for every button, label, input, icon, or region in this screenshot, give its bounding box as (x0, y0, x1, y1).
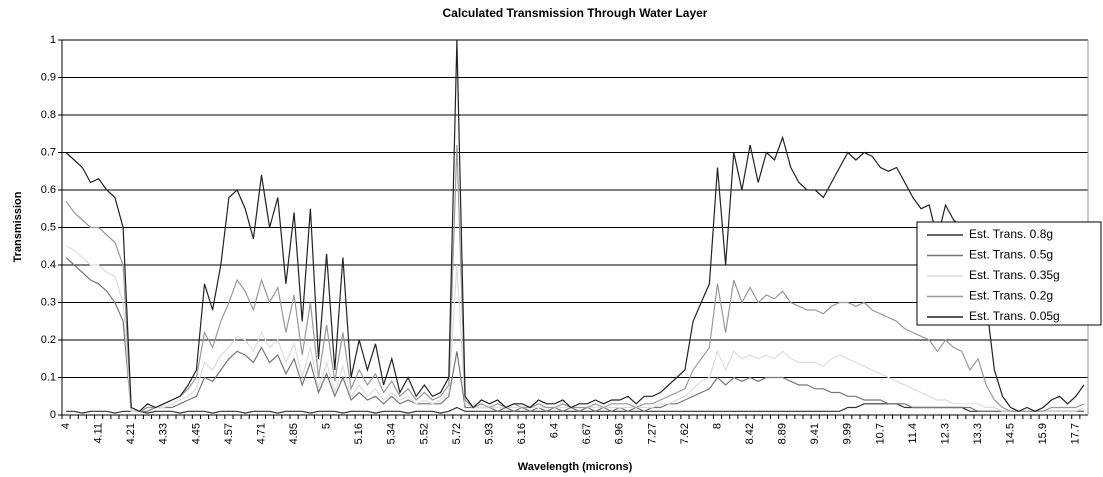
y-tick-label: 0.4 (41, 259, 56, 271)
x-tick-label: 8.89 (777, 423, 789, 444)
x-tick-label: 6.67 (581, 423, 593, 444)
y-axis-title: Transmission (12, 191, 24, 262)
x-tick-label: 9.99 (842, 423, 854, 444)
x-tick-label: 15.9 (1037, 423, 1049, 444)
legend-label: Est. Trans. 0.8g (969, 227, 1053, 241)
y-tick-label: 1 (50, 34, 56, 46)
x-tick-label: 5.72 (451, 423, 463, 444)
chart-title: Calculated Transmission Through Water La… (443, 6, 708, 20)
x-tick-label: 5.93 (483, 423, 495, 444)
x-tick-label: 13.3 (972, 423, 984, 444)
y-tick-label: 0.5 (41, 221, 56, 233)
x-tick-label: 9.41 (809, 423, 821, 444)
legend-label: Est. Trans. 0.35g (969, 268, 1060, 282)
x-tick-label: 11.4 (907, 423, 919, 444)
x-tick-label: 6.4 (549, 423, 561, 438)
x-tick-label: 17.7 (1070, 423, 1082, 444)
x-tick-label: 6.96 (614, 423, 626, 444)
legend-label: Est. Trans. 0.5g (969, 248, 1053, 262)
x-tick-label: 5.16 (353, 423, 365, 444)
x-tick-label: 8.42 (744, 423, 756, 444)
series-line (65, 144, 1085, 412)
x-tick-label: 4.45 (190, 423, 202, 444)
legend-label: Est. Trans. 0.05g (969, 309, 1060, 323)
x-tick-label: 7.27 (646, 423, 658, 444)
x-axis-title: Wavelength (microns) (518, 461, 633, 473)
y-tick-label: 0.1 (41, 371, 56, 383)
y-tick-label: 0.9 (41, 71, 56, 83)
x-tick-label: 12.3 (939, 423, 951, 444)
y-tick-label: 0.8 (41, 109, 56, 121)
series-line (65, 39, 1085, 413)
x-tick-label: 10.7 (874, 423, 886, 444)
y-tick-label: 0.3 (41, 296, 56, 308)
x-tick-label: 5 (321, 423, 333, 429)
x-tick-label: 4.71 (255, 423, 267, 444)
x-tick-label: 8 (711, 423, 723, 429)
x-tick-label: 4.57 (223, 423, 235, 444)
x-tick-label: 14.5 (1005, 423, 1017, 444)
x-tick-label: 4.33 (158, 423, 170, 444)
x-tick-label: 6.16 (516, 423, 528, 444)
x-tick-label: 7.62 (679, 423, 691, 444)
y-tick-label: 0.6 (41, 184, 56, 196)
x-tick-label: 5.34 (386, 423, 398, 444)
y-tick-label: 0 (50, 409, 56, 421)
legend-label: Est. Trans. 0.2g (969, 289, 1053, 303)
x-tick-label: 5.52 (418, 423, 430, 444)
series-line (65, 257, 1084, 412)
x-tick-label: 4 (60, 423, 72, 429)
y-tick-label: 0.7 (41, 146, 56, 158)
x-tick-label: 4.85 (288, 423, 300, 444)
x-tick-label: 4.11 (93, 423, 105, 444)
legend-box (916, 221, 1102, 326)
x-tick-label: 4.21 (125, 423, 137, 444)
y-tick-label: 0.2 (41, 334, 56, 346)
